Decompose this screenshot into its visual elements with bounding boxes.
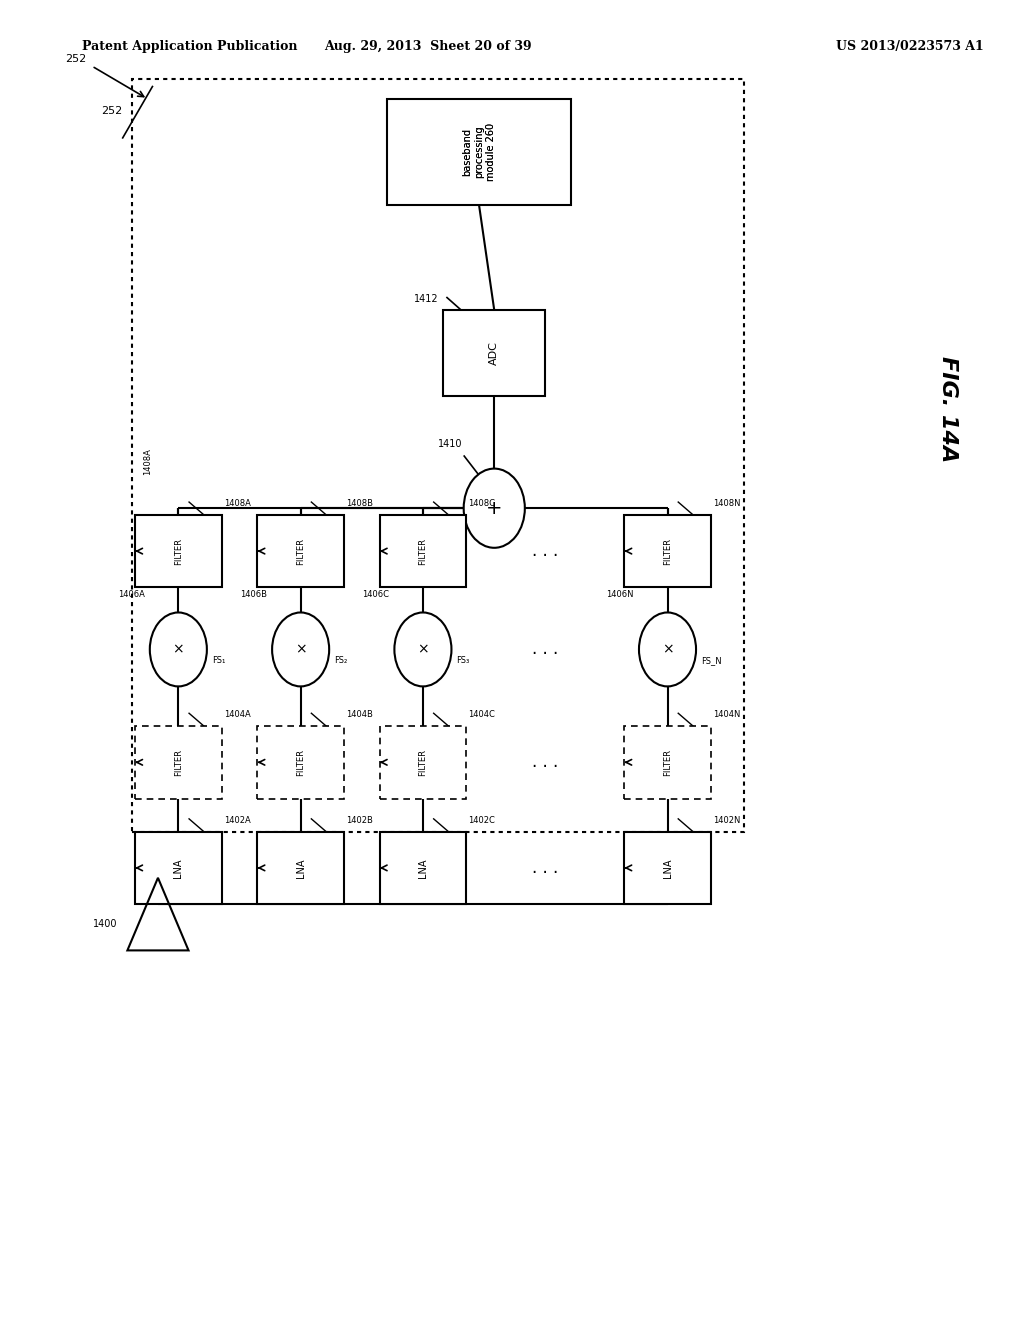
Text: 1406C: 1406C — [362, 590, 389, 599]
Text: ×: × — [662, 643, 674, 656]
Circle shape — [150, 612, 207, 686]
FancyBboxPatch shape — [257, 832, 344, 904]
Text: 1404A: 1404A — [223, 710, 251, 719]
Text: FILTER: FILTER — [174, 748, 183, 776]
Text: ×: × — [172, 643, 184, 656]
Text: . . .: . . . — [532, 543, 558, 560]
Text: ×: × — [417, 643, 429, 656]
Text: 1402B: 1402B — [346, 816, 373, 825]
FancyBboxPatch shape — [135, 726, 221, 799]
Text: FS₁: FS₁ — [212, 656, 225, 665]
Text: 1408C: 1408C — [468, 499, 496, 508]
Circle shape — [394, 612, 452, 686]
FancyBboxPatch shape — [135, 515, 221, 587]
Text: 1404N: 1404N — [713, 710, 740, 719]
FancyBboxPatch shape — [132, 79, 744, 832]
Text: 1410: 1410 — [438, 438, 463, 449]
Text: baseband
processing
module 260: baseband processing module 260 — [463, 123, 496, 181]
Text: +: + — [486, 499, 503, 517]
Text: FILTER: FILTER — [296, 537, 305, 565]
Text: 1400: 1400 — [93, 919, 117, 929]
Text: LNA: LNA — [173, 858, 183, 878]
FancyBboxPatch shape — [387, 99, 570, 205]
Text: LNA: LNA — [663, 858, 673, 878]
Text: LNA: LNA — [296, 858, 305, 878]
Text: FS_N: FS_N — [701, 656, 722, 665]
Text: FS₂: FS₂ — [334, 656, 347, 665]
Text: 1408B: 1408B — [346, 499, 373, 508]
Text: FILTER: FILTER — [174, 537, 183, 565]
Text: 252: 252 — [101, 106, 122, 116]
FancyBboxPatch shape — [625, 515, 711, 587]
Text: 1408N: 1408N — [713, 499, 740, 508]
Text: 1404C: 1404C — [468, 710, 496, 719]
Text: ADC: ADC — [489, 341, 500, 366]
Text: FILTER: FILTER — [419, 748, 427, 776]
Circle shape — [639, 612, 696, 686]
Text: 1402A: 1402A — [223, 816, 251, 825]
Text: FILTER: FILTER — [296, 748, 305, 776]
Text: LNA: LNA — [418, 858, 428, 878]
Text: 1406A: 1406A — [118, 590, 144, 599]
Text: 1406N: 1406N — [606, 590, 634, 599]
Text: 1408A: 1408A — [142, 449, 152, 475]
Text: 1408A: 1408A — [223, 499, 251, 508]
FancyBboxPatch shape — [257, 726, 344, 799]
Text: US 2013/0223573 A1: US 2013/0223573 A1 — [836, 40, 983, 53]
Text: FILTER: FILTER — [663, 537, 672, 565]
Text: 252: 252 — [66, 54, 87, 65]
Text: . . .: . . . — [532, 859, 558, 876]
Text: 1406B: 1406B — [240, 590, 267, 599]
Text: . . .: . . . — [532, 640, 558, 659]
FancyBboxPatch shape — [135, 832, 221, 904]
FancyBboxPatch shape — [443, 310, 545, 396]
Text: Aug. 29, 2013  Sheet 20 of 39: Aug. 29, 2013 Sheet 20 of 39 — [325, 40, 531, 53]
FancyBboxPatch shape — [625, 726, 711, 799]
Text: FIG. 14A: FIG. 14A — [938, 356, 957, 462]
Circle shape — [272, 612, 329, 686]
Text: FILTER: FILTER — [419, 537, 427, 565]
Text: baseband
processing
module 260: baseband processing module 260 — [463, 123, 496, 181]
Text: Patent Application Publication: Patent Application Publication — [82, 40, 297, 53]
Text: 1402C: 1402C — [468, 816, 496, 825]
FancyBboxPatch shape — [380, 515, 466, 587]
Text: FS₃: FS₃ — [457, 656, 470, 665]
Text: . . .: . . . — [532, 754, 558, 771]
Text: 1402N: 1402N — [713, 816, 740, 825]
FancyBboxPatch shape — [625, 832, 711, 904]
FancyBboxPatch shape — [380, 832, 466, 904]
Text: ×: × — [295, 643, 306, 656]
Text: FILTER: FILTER — [663, 748, 672, 776]
FancyBboxPatch shape — [257, 515, 344, 587]
FancyBboxPatch shape — [380, 726, 466, 799]
Circle shape — [464, 469, 525, 548]
Text: 1404B: 1404B — [346, 710, 373, 719]
Text: 1412: 1412 — [414, 293, 438, 304]
